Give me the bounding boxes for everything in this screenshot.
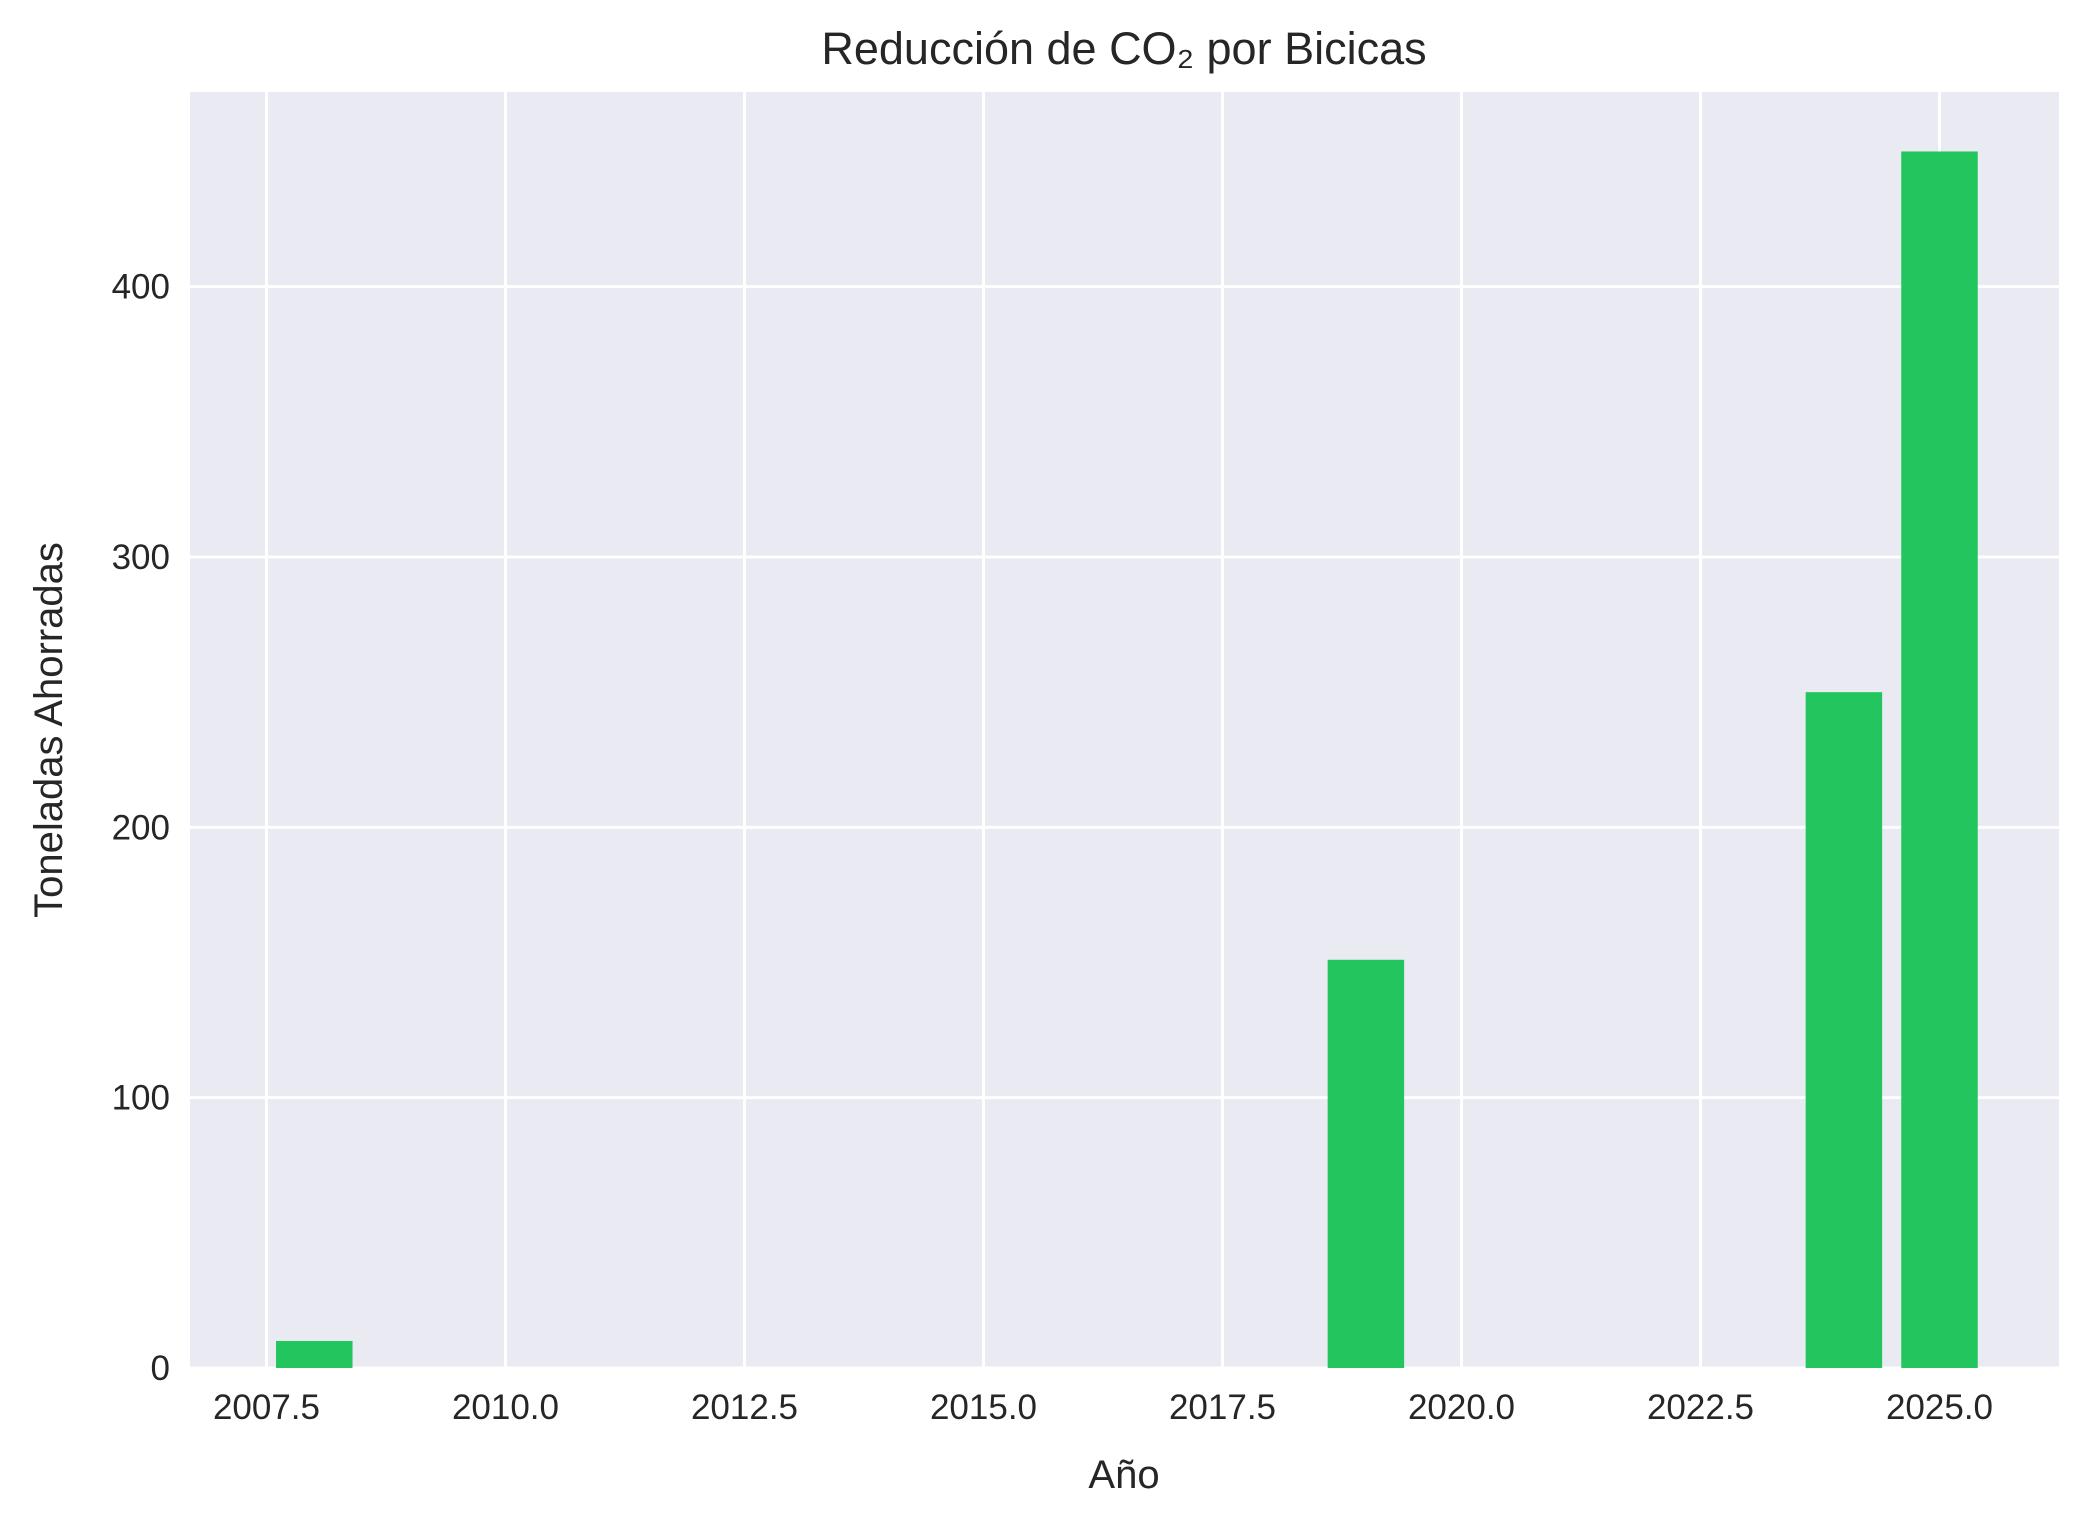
grid-lines: [190, 92, 2059, 1370]
chart-title: Reducción de CO₂ por Bicicas: [821, 23, 1426, 74]
x-tick-label: 2015.0: [930, 1388, 1037, 1427]
y-tick-label: 400: [112, 268, 170, 307]
x-tick-label: 2025.0: [1886, 1388, 1993, 1427]
bar-2019: [1327, 959, 1405, 1368]
x-tick-label: 2017.5: [1169, 1388, 1276, 1427]
x-tick-label: 2012.5: [691, 1388, 798, 1427]
bar-2025: [1901, 151, 1978, 1368]
bar-2008: [276, 1340, 353, 1368]
x-axis-label: Año: [1088, 1453, 1159, 1497]
y-tick-label: 200: [112, 808, 170, 847]
y-axis-label: Toneladas Ahorradas: [27, 542, 71, 918]
y-tick-label: 100: [112, 1079, 170, 1118]
bar-2024: [1805, 692, 1883, 1368]
x-tick-label: 2020.0: [1408, 1388, 1515, 1427]
bars: [276, 151, 1978, 1368]
y-tick-label: 300: [112, 538, 170, 577]
y-tick-label: 0: [151, 1349, 170, 1388]
x-tick-label: 2022.5: [1647, 1388, 1754, 1427]
x-tick-label: 2010.0: [452, 1388, 559, 1427]
x-tick-labels: 2007.5 2010.0 2012.5 2015.0 2017.5 2020.0 2022…: [213, 1388, 1993, 1427]
y-tick-labels: 0 100 200 300 400: [112, 268, 170, 1388]
plot-area-background: [190, 92, 2059, 1368]
x-tick-label: 2007.5: [213, 1388, 320, 1427]
